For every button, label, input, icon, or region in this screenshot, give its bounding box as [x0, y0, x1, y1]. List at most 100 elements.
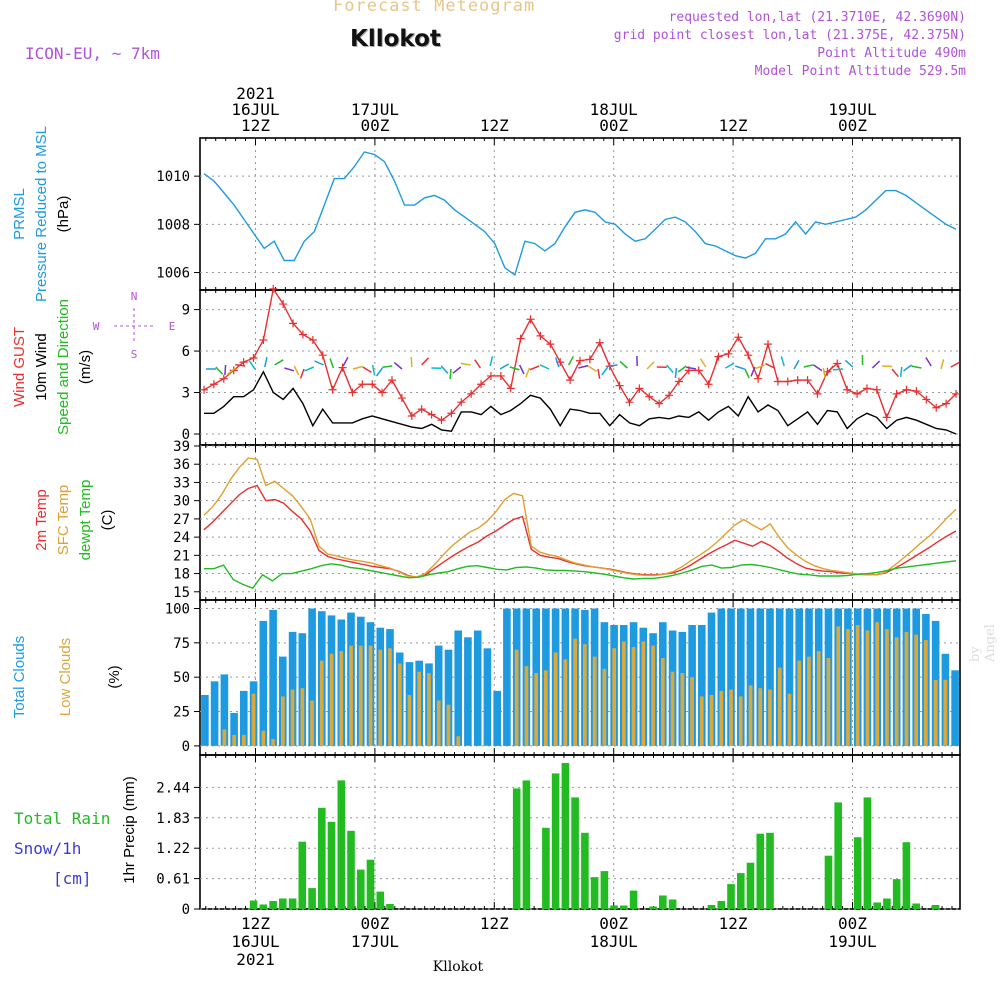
clouds-bar	[807, 656, 811, 746]
wind-axis-label: (m/s)	[77, 350, 94, 384]
precip-bar	[902, 842, 911, 909]
time-label-bottom: 2021	[236, 950, 275, 969]
gust-marker	[417, 405, 426, 414]
wind-arrow-icon	[525, 367, 531, 378]
wind-arrow-icon	[686, 366, 697, 370]
time-label-top: 17JUL	[351, 100, 399, 119]
pressure-axis-label: PRMSL	[11, 188, 28, 240]
clouds-bar	[261, 730, 266, 746]
compass-n: N	[131, 290, 138, 303]
precip-bar	[347, 830, 355, 909]
wind-arrow-icon	[677, 365, 687, 373]
clouds-bar	[612, 648, 616, 746]
clouds-bar	[534, 673, 538, 746]
gust-marker	[942, 399, 951, 408]
precip-ytick-label: 0.61	[156, 872, 190, 888]
wind-arrow-icon	[822, 367, 826, 379]
precip-ytick-label: 1.22	[156, 841, 190, 857]
clouds-bar	[670, 671, 675, 746]
precip-bar	[873, 902, 881, 909]
clouds-bar	[758, 688, 763, 746]
precip-bar	[649, 906, 657, 909]
precip-bar	[892, 879, 901, 909]
clouds-bar	[727, 608, 735, 746]
gust-marker	[892, 389, 901, 398]
grid-point-location: grid point closest lon,lat (21.375E, 42.…	[613, 28, 966, 43]
clouds-bar	[300, 688, 305, 746]
pressure-ytick-label: 1010	[156, 169, 190, 185]
time-label-bottom: 17JUL	[351, 932, 399, 951]
pressure-frame	[199, 137, 961, 291]
wind-arrow-icon	[382, 365, 393, 368]
precip-bar	[737, 873, 745, 909]
time-label-top: 19JUL	[828, 100, 876, 119]
wind-arrow-icon	[304, 366, 315, 372]
gust-marker	[388, 376, 396, 385]
wind-arrow-icon	[882, 365, 893, 368]
clouds-bar	[914, 634, 918, 746]
time-label-top: 16JUL	[231, 100, 279, 119]
wind-arrow-icon	[518, 364, 525, 375]
gust-marker	[209, 380, 218, 389]
gust-marker	[704, 380, 713, 389]
gust-marker	[754, 374, 763, 383]
gust-marker	[724, 349, 733, 358]
clouds-bar	[738, 696, 743, 746]
gust-marker	[922, 395, 931, 404]
gust-marker	[585, 355, 594, 364]
pressure-ytick-label: 1008	[156, 217, 190, 233]
footer-station: Kllokot	[433, 959, 484, 975]
clouds-bar	[524, 666, 529, 746]
clouds-bar	[269, 609, 277, 746]
precip-bar	[512, 788, 521, 909]
wind-arrow-icon	[567, 355, 575, 366]
clouds-bar	[816, 651, 821, 746]
gust-marker	[328, 385, 337, 394]
precip-bar	[269, 901, 277, 909]
clouds-bar	[329, 653, 334, 746]
gust-marker	[803, 376, 812, 385]
clouds-ytick-label: 0	[182, 739, 190, 755]
wind-arrow-icon	[744, 368, 750, 379]
gust-marker	[437, 416, 446, 425]
clouds-bar	[397, 663, 402, 746]
clouds-bar	[473, 630, 482, 746]
wind-arrow-icon	[314, 360, 324, 366]
precip-bar	[366, 859, 375, 909]
compass-s: S	[131, 348, 138, 361]
precip-bar	[376, 891, 385, 909]
temperature-series-line	[204, 560, 957, 589]
gust-marker	[714, 352, 723, 361]
temperature-ytick-label: 27	[173, 512, 190, 528]
wind-arrow-icon	[646, 361, 655, 370]
precip-bar	[766, 832, 774, 909]
precip-bar	[863, 797, 872, 909]
clouds-bar	[319, 660, 324, 746]
gust-marker	[694, 366, 703, 375]
wind-ytick-label: 9	[182, 303, 190, 319]
precip-bar	[600, 871, 609, 909]
clouds-bar	[436, 700, 441, 746]
clouds-bar	[483, 648, 492, 746]
clouds-bar	[661, 658, 665, 746]
wind-arrow-icon	[911, 365, 922, 369]
clouds-bar	[894, 637, 899, 746]
clouds-ytick-label: 50	[173, 670, 190, 686]
precip-bar	[522, 780, 531, 909]
gust-marker	[259, 336, 268, 344]
wind-arrow-icon	[362, 366, 372, 373]
wind-arrow-icon	[780, 356, 785, 367]
wind-arrow-icon	[227, 367, 236, 375]
wind-arrow-icon	[925, 357, 932, 367]
gust-marker	[506, 384, 515, 393]
precip-bar	[571, 797, 579, 909]
wind-arrow-icon	[499, 363, 510, 370]
time-label-bottom: 12Z	[241, 914, 270, 933]
pressure-axis-label: Pressure Reduced to MSL	[33, 126, 50, 302]
clouds-unit-label: (%)	[106, 665, 123, 688]
gust-marker	[308, 336, 317, 344]
total-clouds-label: Total Clouds	[11, 636, 28, 719]
clouds-bar	[746, 608, 755, 746]
clouds-bar	[368, 645, 373, 746]
